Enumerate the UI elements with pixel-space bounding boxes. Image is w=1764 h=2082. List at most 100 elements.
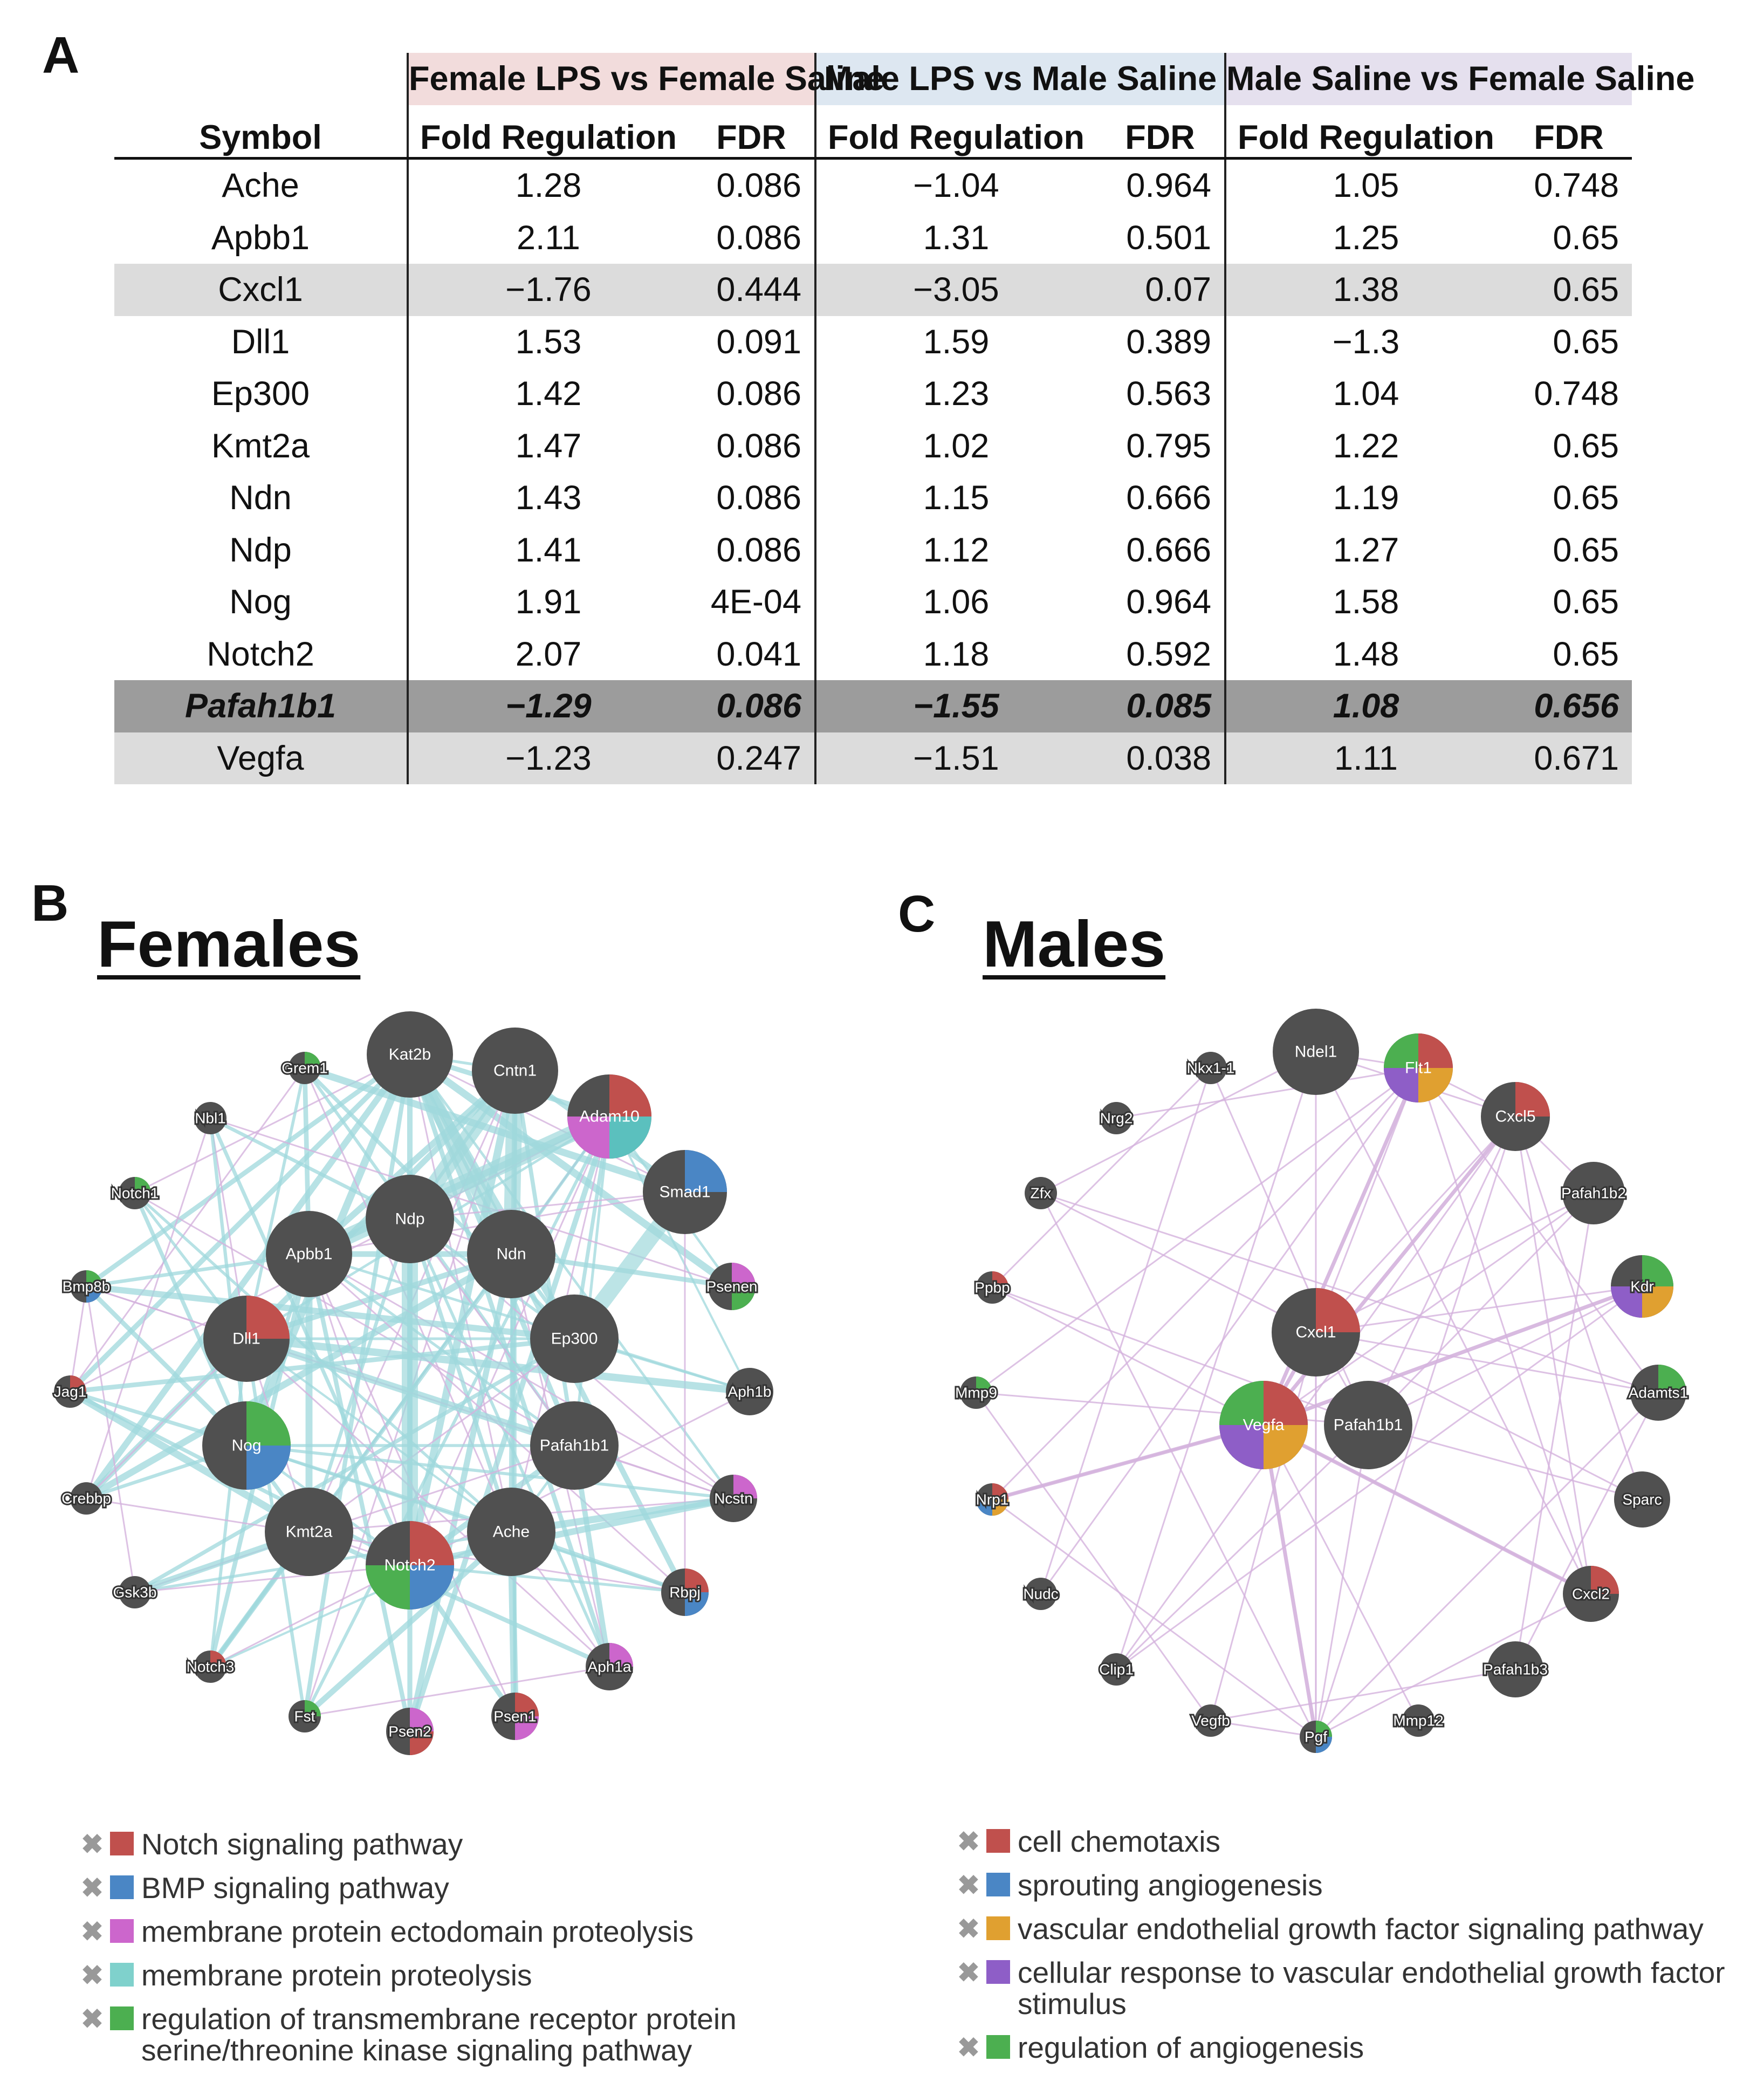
remove-icon[interactable]: ✖	[81, 1873, 104, 1903]
node-pie-segment	[1418, 1033, 1453, 1068]
network-node[interactable]: Ndel1	[1273, 1009, 1359, 1095]
network-node[interactable]: Ache	[467, 1488, 555, 1576]
network-node[interactable]: Notch1	[109, 1177, 160, 1209]
node-circle	[1273, 1009, 1359, 1095]
network-node[interactable]: Flt1	[1384, 1033, 1453, 1102]
node-label: Psenen	[706, 1278, 758, 1295]
network-node[interactable]: Ppbp	[973, 1271, 1012, 1304]
legend-label: Notch signaling pathway	[141, 1827, 463, 1861]
group-header-male-vs-female-saline: Male Saline vs Female Saline	[1224, 53, 1694, 105]
fold-value: 1.41	[407, 524, 688, 576]
network-node[interactable]: Kmt2a	[265, 1488, 353, 1576]
node-pie-segment	[1316, 1737, 1332, 1753]
table-row: Ndn 1.43 0.086 1.15 0.666 1.19 0.65	[114, 472, 1632, 524]
network-node[interactable]: Grem1	[280, 1052, 330, 1084]
legend-swatch	[110, 1963, 134, 1987]
table-row: Vegfa −1.23 0.247 −1.51 0.038 1.11 0.671	[114, 732, 1632, 784]
network-node[interactable]: Cntn1	[472, 1028, 558, 1114]
node-label: Nudc	[1023, 1586, 1058, 1602]
network-node[interactable]: Aph1a	[586, 1643, 633, 1690]
network-node[interactable]: Psenen	[705, 1263, 759, 1310]
remove-icon[interactable]: ✖	[957, 2032, 980, 2063]
network-node[interactable]: Nog	[202, 1401, 291, 1490]
network-node[interactable]: Notch2	[366, 1521, 454, 1610]
network-edge	[133, 1192, 249, 1447]
network-node[interactable]: Vegfb	[1190, 1704, 1232, 1737]
network-node[interactable]: Bmp8b	[61, 1270, 112, 1303]
network-node[interactable]: Psen1	[491, 1693, 539, 1740]
network-node[interactable]: Nrg2	[1099, 1102, 1134, 1134]
network-node[interactable]: Dll1	[203, 1296, 290, 1382]
network-node[interactable]: Fst	[289, 1700, 321, 1732]
network-node[interactable]: Ncstn	[710, 1475, 757, 1522]
network-node[interactable]: Ndp	[366, 1175, 454, 1263]
network-node[interactable]: Cxcl1	[1272, 1288, 1360, 1376]
network-node[interactable]: Ndn	[467, 1210, 555, 1298]
network-node[interactable]: Adamts1	[1627, 1365, 1690, 1421]
network-node[interactable]: Smad1	[643, 1150, 727, 1234]
legend-label: membrane protein ectodomain proteolysis	[141, 1915, 694, 1948]
legend-swatch	[986, 2035, 1010, 2059]
network-node[interactable]: Nudc	[1021, 1578, 1060, 1610]
network-node[interactable]: Vegfa	[1219, 1381, 1308, 1469]
remove-icon[interactable]: ✖	[81, 2004, 104, 2034]
network-node[interactable]: Apbb1	[266, 1211, 352, 1297]
network-node[interactable]: Mmp12	[1391, 1704, 1445, 1737]
remove-icon[interactable]: ✖	[81, 1916, 104, 1947]
node-label: Nkx1-1	[1187, 1060, 1235, 1077]
node-circle	[1025, 1177, 1057, 1209]
network-node[interactable]: Ep300	[530, 1295, 619, 1383]
remove-icon[interactable]: ✖	[81, 1960, 104, 1990]
fold-value: −1.23	[407, 732, 688, 784]
remove-icon[interactable]: ✖	[957, 1826, 980, 1857]
fold-value: −1.04	[814, 158, 1096, 212]
network-node[interactable]: Clip1	[1097, 1653, 1135, 1686]
network-node[interactable]: Jag1	[52, 1375, 88, 1408]
remove-icon[interactable]: ✖	[957, 1870, 980, 1900]
remove-icon[interactable]: ✖	[957, 1914, 980, 1944]
network-node[interactable]: Nkx1-1	[1185, 1052, 1236, 1084]
network-node[interactable]: Nbl1	[193, 1102, 228, 1134]
network-edge	[1315, 1331, 1643, 1501]
network-node[interactable]: Crebbp	[60, 1482, 113, 1515]
node-pie-segment	[1418, 1068, 1453, 1102]
node-pie-segment	[515, 1693, 539, 1716]
network-edge	[408, 1218, 513, 1533]
node-pie-segment	[246, 1296, 290, 1339]
remove-icon[interactable]: ✖	[957, 1957, 980, 1988]
network-node[interactable]: Pgf	[1300, 1721, 1332, 1753]
fold-value: 1.47	[407, 420, 688, 472]
network-node[interactable]: Mmp9	[953, 1376, 999, 1409]
fdr-value: 0.964	[1126, 167, 1212, 205]
network-node[interactable]: Pafah1b3	[1481, 1641, 1549, 1697]
fdr-value: 0.65	[1506, 264, 1632, 316]
network-node[interactable]: Nrp1	[974, 1483, 1010, 1516]
network-node[interactable]: Sparc	[1614, 1471, 1670, 1528]
network-node[interactable]: Pafah1b1	[530, 1401, 619, 1490]
network-node[interactable]: Cxcl5	[1481, 1082, 1550, 1151]
network-node[interactable]: Psen2	[386, 1708, 434, 1755]
node-circle	[194, 1102, 226, 1134]
edges	[68, 1051, 751, 1732]
remove-icon[interactable]: ✖	[81, 1829, 104, 1859]
network-node[interactable]: Rbpj	[661, 1569, 709, 1616]
network-node[interactable]: Aph1b	[726, 1368, 773, 1415]
network-node[interactable]: Notch3	[185, 1650, 236, 1683]
network-node[interactable]: Pafah1b1	[1324, 1381, 1412, 1469]
network-edge	[1210, 1720, 1316, 1738]
network-node[interactable]: Pafah1b2	[1560, 1162, 1628, 1224]
network-edge	[1040, 1051, 1316, 1194]
fold-value: −1.29	[407, 680, 688, 732]
node-circle	[119, 1576, 151, 1608]
network-node[interactable]: Gsk3b	[112, 1576, 158, 1608]
network-node[interactable]: Kat2b	[367, 1011, 453, 1098]
network-node[interactable]: Zfx	[1025, 1177, 1057, 1209]
network-node[interactable]: Adam10	[567, 1074, 651, 1159]
network-edge	[134, 1337, 575, 1594]
fold-value: 1.11	[1224, 732, 1506, 784]
network-node[interactable]: Cxcl2	[1563, 1566, 1619, 1622]
fdr-header: FDR	[688, 105, 815, 160]
network-node[interactable]: Kdr	[1611, 1255, 1673, 1318]
network-edge	[1315, 1285, 1643, 1333]
node-label: Notch2	[384, 1557, 435, 1574]
